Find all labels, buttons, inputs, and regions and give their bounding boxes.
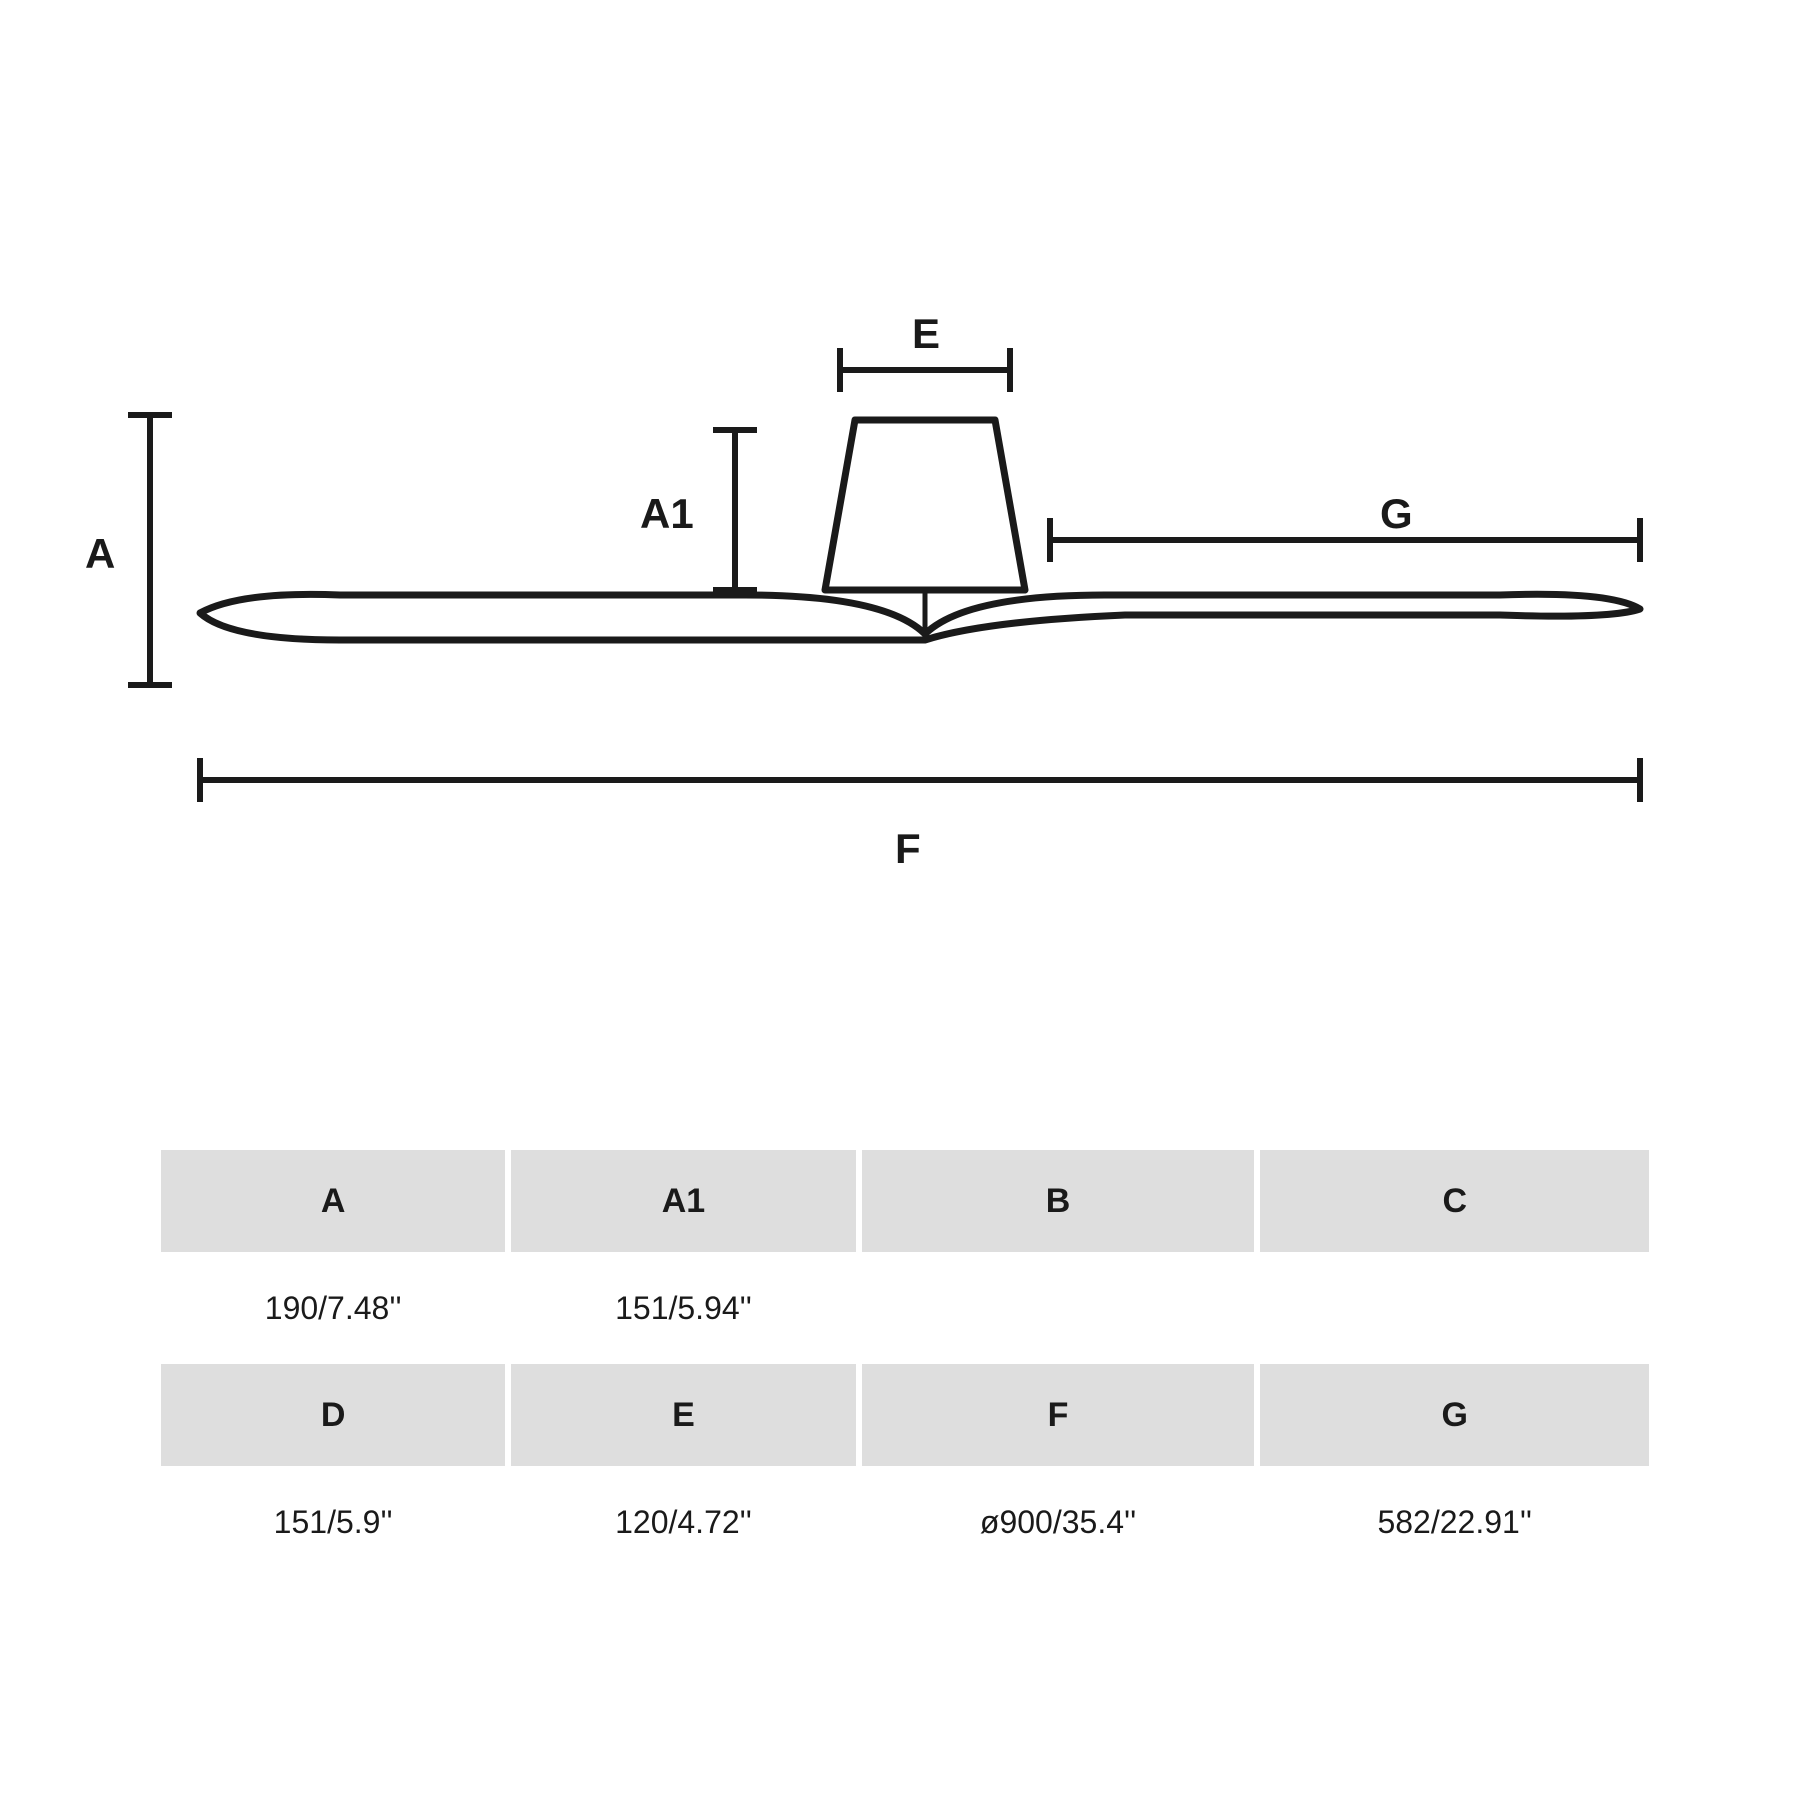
spec-header: A1	[511, 1150, 855, 1252]
spec-header-row-1: A A1 B C	[161, 1150, 1649, 1252]
dim-label-a1: A1	[640, 490, 694, 538]
dim-label-a: A	[85, 530, 115, 578]
spec-header: C	[1260, 1150, 1649, 1252]
spec-table: A A1 B C 190/7.48'' 151/5.94'' D E F G 1…	[155, 1150, 1655, 1578]
spec-value: ø900/35.4''	[862, 1466, 1255, 1578]
spec-header: D	[161, 1364, 505, 1466]
spec-header: F	[862, 1364, 1255, 1466]
spec-header: A	[161, 1150, 505, 1252]
dim-label-f: F	[895, 825, 921, 873]
spec-value-row-1: 190/7.48'' 151/5.94''	[161, 1252, 1649, 1364]
spec-value: 190/7.48''	[161, 1252, 505, 1364]
spec-value: 151/5.9''	[161, 1466, 505, 1578]
spec-header: E	[511, 1364, 855, 1466]
spec-value: 120/4.72''	[511, 1466, 855, 1578]
dim-label-g: G	[1380, 490, 1413, 538]
spec-value	[862, 1252, 1255, 1364]
spec-value-row-2: 151/5.9'' 120/4.72'' ø900/35.4'' 582/22.…	[161, 1466, 1649, 1578]
spec-value: 151/5.94''	[511, 1252, 855, 1364]
spec-header: G	[1260, 1364, 1649, 1466]
spec-header: B	[862, 1150, 1255, 1252]
diagram-canvas: A A1 E G F A A1 B C 190/7.48'' 151/5.94'…	[0, 0, 1795, 1795]
spec-header-row-2: D E F G	[161, 1364, 1649, 1466]
dim-label-e: E	[912, 310, 940, 358]
spec-value	[1260, 1252, 1649, 1364]
spec-value: 582/22.91''	[1260, 1466, 1649, 1578]
spec-table-wrap: A A1 B C 190/7.48'' 151/5.94'' D E F G 1…	[155, 1150, 1655, 1578]
